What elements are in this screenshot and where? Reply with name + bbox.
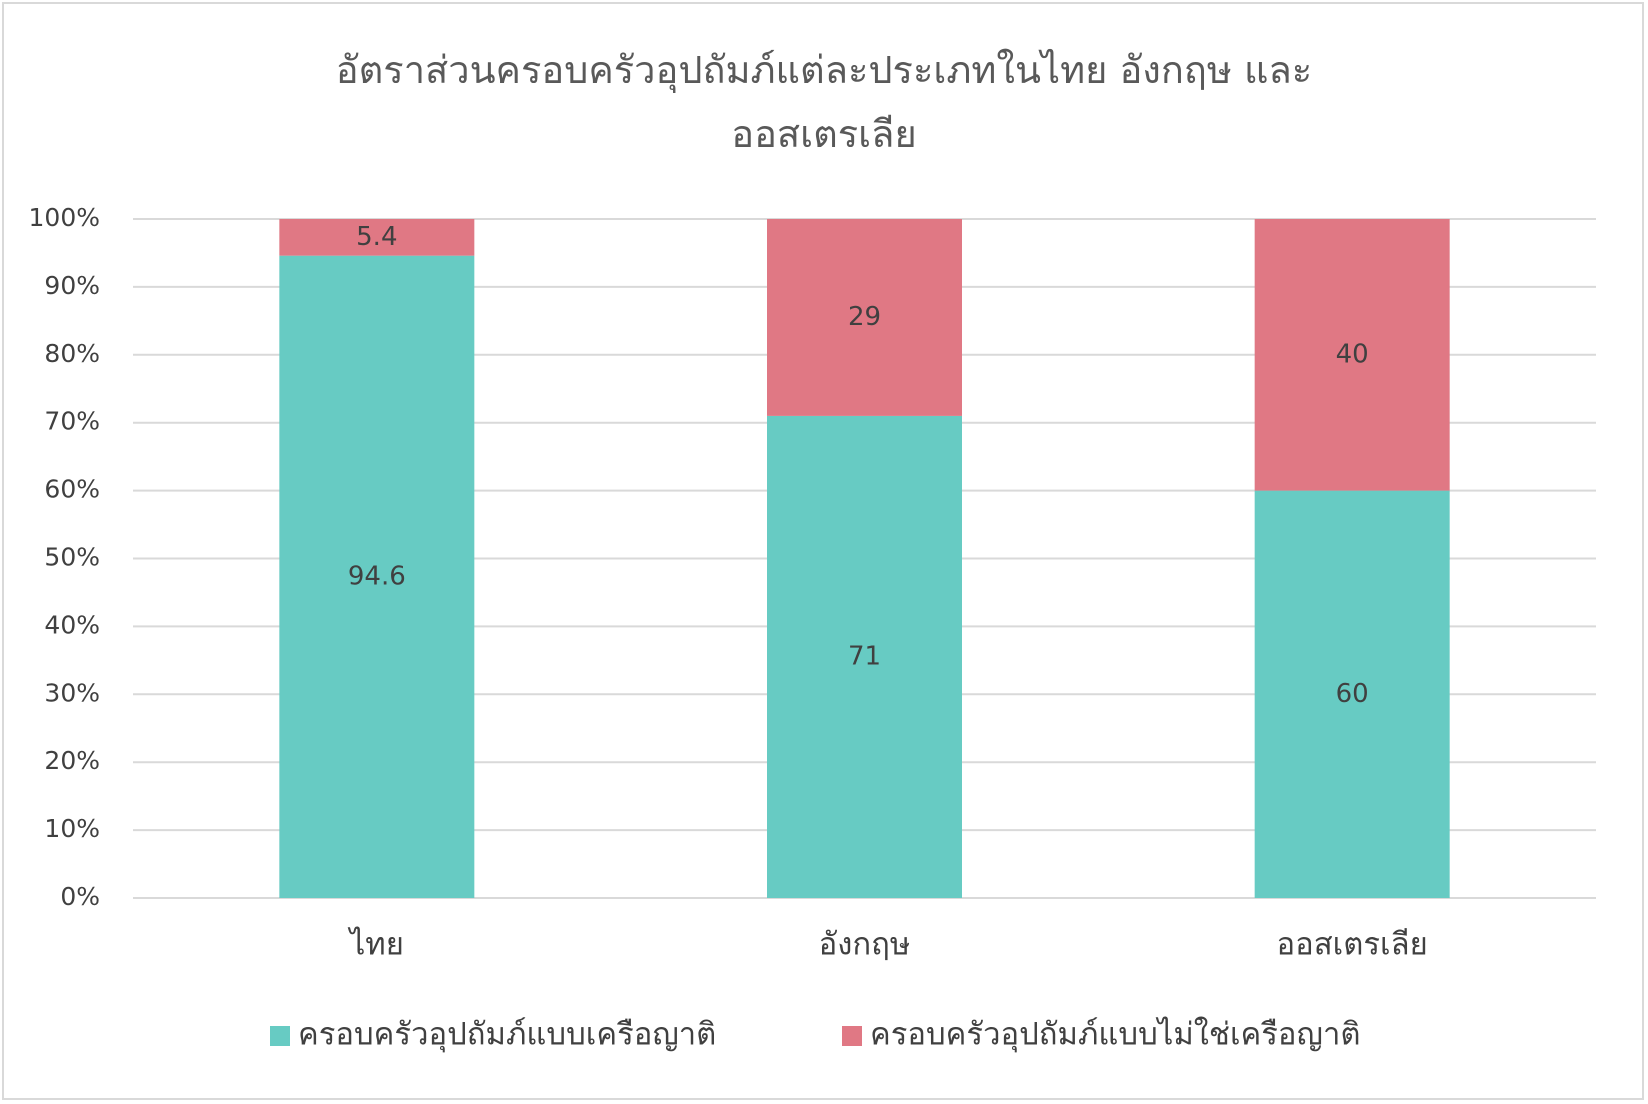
data-label: 40 bbox=[1336, 339, 1369, 369]
bar-segment bbox=[767, 219, 962, 416]
y-tick-label: 10% bbox=[44, 814, 100, 843]
y-tick-label: 80% bbox=[44, 339, 100, 368]
chart-title: อัตราส่วนครอบครัวอุปถัมภ์แต่ละประเภทในไท… bbox=[335, 48, 1313, 156]
y-tick-label: 70% bbox=[44, 407, 100, 436]
y-tick-label: 30% bbox=[44, 678, 100, 707]
legend-swatch bbox=[842, 1026, 862, 1046]
y-tick-label: 40% bbox=[44, 610, 100, 639]
data-label: 71 bbox=[848, 641, 881, 671]
bar-segment bbox=[1254, 490, 1450, 898]
data-label: 60 bbox=[1336, 679, 1369, 709]
legend-label: ครอบครัวอุปถัมภ์แบบเครือญาติ bbox=[298, 1017, 716, 1054]
legend-label: ครอบครัวอุปถัมภ์แบบไม่ใช่เครือญาติ bbox=[870, 1017, 1361, 1054]
bar-segment bbox=[279, 219, 475, 256]
data-label: 94.6 bbox=[348, 561, 406, 591]
bar-segment bbox=[767, 415, 962, 898]
x-tick-label: ไทย bbox=[347, 927, 404, 963]
data-label: 29 bbox=[848, 302, 881, 332]
y-tick-label: 100% bbox=[29, 203, 100, 232]
x-tick-label: ออสเตรเลีย bbox=[1277, 927, 1428, 963]
y-tick-label: 0% bbox=[60, 882, 100, 911]
legend-swatch bbox=[270, 1026, 290, 1046]
y-tick-label: 60% bbox=[44, 475, 100, 504]
y-tick-label: 50% bbox=[44, 543, 100, 572]
x-tick-label: อังกฤษ bbox=[819, 927, 911, 963]
data-label: 5.4 bbox=[356, 222, 397, 252]
bar-segment bbox=[279, 255, 475, 898]
y-tick-label: 20% bbox=[44, 746, 100, 775]
bar-segment bbox=[1254, 219, 1450, 491]
y-tick-label: 90% bbox=[44, 271, 100, 300]
